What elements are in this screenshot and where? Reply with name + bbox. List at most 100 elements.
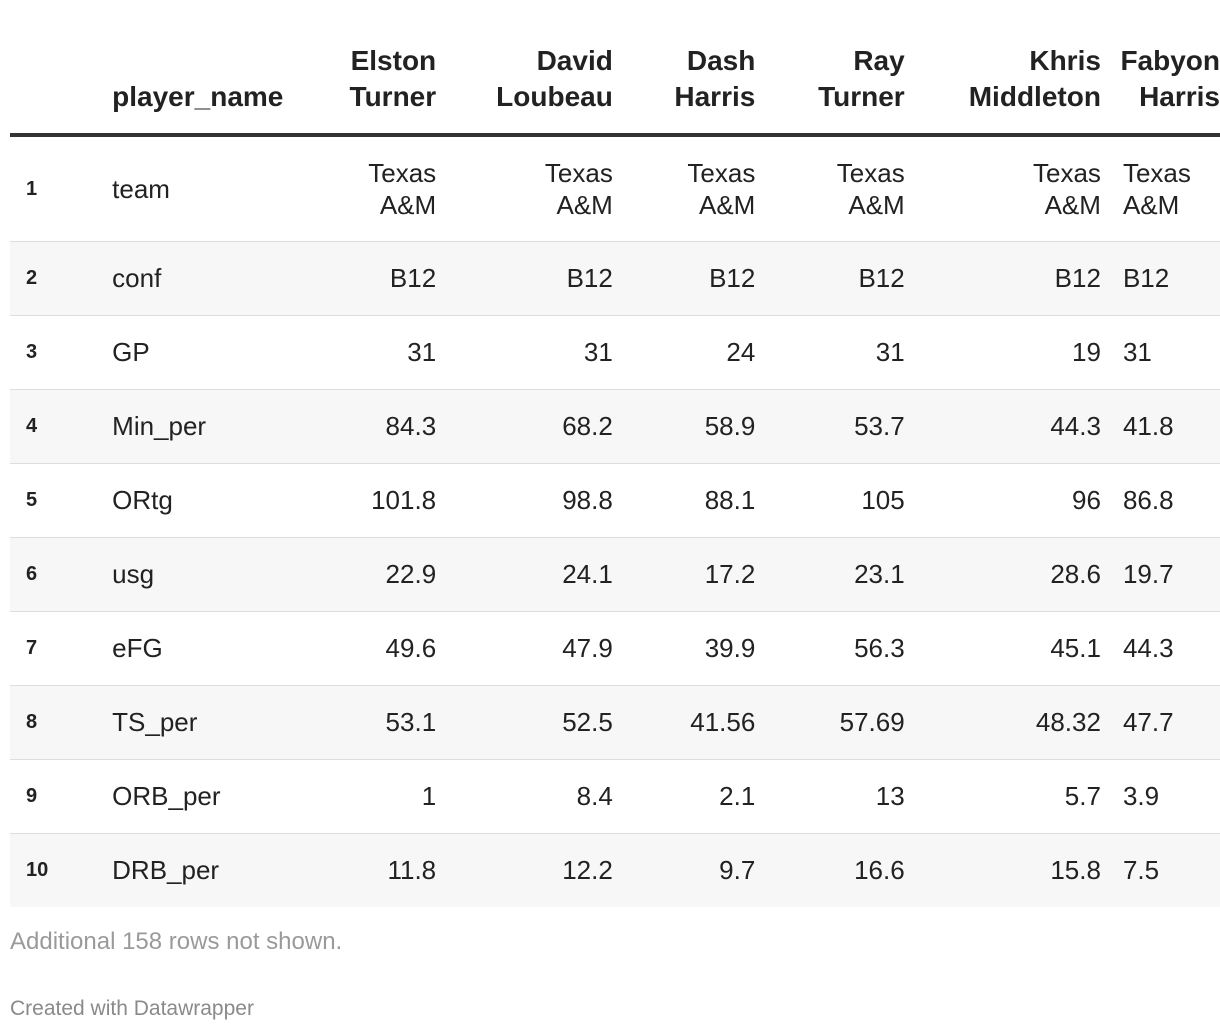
table-cell: 68.2 — [436, 389, 613, 464]
stat-name-cell: team — [75, 135, 290, 242]
table-cell: 1 — [289, 759, 437, 834]
table-cell: 3.9 — [1100, 759, 1220, 834]
row-index: 1 — [10, 135, 76, 242]
cell-value: 5.7 — [1064, 781, 1101, 811]
table-cell: 8.4 — [436, 759, 613, 834]
column-header: Fabyon Harris — [1100, 0, 1220, 137]
cell-value: B12 — [389, 263, 437, 293]
table-row: 5 ORtg 101.8 98.8 88.1 105 96 86.8 — [10, 463, 1220, 538]
cell-value: Texas A&M — [1033, 157, 1101, 220]
cell-value: 19.7 — [1122, 559, 1174, 589]
column-header-line: Harris — [674, 81, 756, 112]
data-table: player_name Elston Turner David Loubeau Dash H… — [10, 0, 1220, 907]
table-row: 9 ORB_per 1 8.4 2.1 13 5.7 3.9 — [10, 759, 1220, 834]
table-cell: 45.1 — [904, 611, 1101, 686]
cell-value: 11.8 — [387, 855, 437, 886]
data-table-container: player_name Elston Turner David Loubeau Dash H… — [10, 0, 1220, 907]
cell-value: 44.3 — [1050, 411, 1101, 441]
table-cell: 49.6 — [289, 611, 437, 686]
stat-name-cell: DRB_per — [75, 833, 290, 907]
table-cell: 86.8 — [1100, 463, 1220, 538]
row-index: 10 — [10, 833, 76, 907]
column-header: David Loubeau — [436, 0, 613, 137]
cell-value: 88.1 — [704, 485, 756, 515]
table-cell: 53.7 — [755, 389, 905, 464]
cell-value: 24 — [726, 337, 756, 367]
table-cell: 56.3 — [755, 611, 905, 686]
stat-name-cell: Min_per — [75, 389, 290, 464]
cell-value: 16.6 — [854, 855, 905, 886]
cell-value: Texas A&M — [836, 157, 905, 220]
table-cell: 105 — [755, 463, 905, 538]
cell-value: 49.6 — [385, 633, 437, 663]
table-cell: B12 — [289, 241, 437, 316]
table-row: 10 DRB_per 11.8 12.2 9.7 16.6 15.8 7.5 — [10, 833, 1220, 907]
table-cell: 9.7 — [612, 833, 756, 907]
cell-value: Texas A&M — [544, 157, 613, 220]
cell-value: 2.1 — [719, 781, 756, 811]
cell-value: 56.3 — [854, 633, 905, 663]
table-cell: 5.7 — [904, 759, 1101, 834]
cell-value: 22.9 — [385, 559, 437, 589]
table-cell: 19.7 — [1100, 537, 1220, 612]
cell-value: 96 — [1072, 485, 1101, 515]
table-cell: 39.9 — [612, 611, 756, 686]
cell-value: 84.3 — [385, 411, 437, 441]
table-cell: 23.1 — [755, 537, 905, 612]
cell-value: 41.8 — [1122, 411, 1174, 441]
table-row: 2 conf B12 B12 B12 B12 B12 B12 — [10, 241, 1220, 316]
cell-value: 52.5 — [562, 707, 613, 737]
index-header — [10, 0, 76, 137]
cell-value: 68.2 — [562, 411, 613, 441]
stat-name-cell: TS_per — [75, 685, 290, 760]
cell-value: B12 — [566, 263, 613, 293]
cell-value: 53.7 — [854, 411, 905, 441]
row-index: 5 — [10, 463, 76, 538]
table-cell: Texas A&M — [436, 135, 613, 242]
table-cell: 31 — [1100, 315, 1220, 390]
cell-value: 105 — [861, 485, 905, 515]
table-body: 1 team Texas A&M Texas A&M Texas A&M Texas A&… — [10, 135, 1220, 907]
table-cell: 24 — [612, 315, 756, 390]
cell-value: Texas A&M — [687, 157, 756, 220]
table-cell: 11.8 — [289, 833, 437, 907]
cell-value: 15.8 — [1050, 855, 1101, 886]
header-row: player_name Elston Turner David Loubeau Dash H… — [10, 0, 1220, 137]
table-cell: 7.5 — [1100, 833, 1220, 907]
cell-value: 8.4 — [576, 781, 613, 811]
credit-link[interactable]: Created with Datawrapper — [10, 997, 254, 1020]
table-cell: 19 — [904, 315, 1101, 390]
column-header-line: Harris — [1139, 81, 1220, 112]
cell-value: 47.7 — [1122, 707, 1174, 737]
table-row: 7 eFG 49.6 47.9 39.9 56.3 45.1 44.3 — [10, 611, 1220, 686]
table-cell: 98.8 — [436, 463, 613, 538]
cell-value: 48.32 — [1035, 707, 1101, 737]
table-cell: 16.6 — [755, 833, 905, 907]
table-cell: 57.69 — [755, 685, 905, 760]
column-header-line: David — [536, 45, 613, 76]
cell-value: 24.1 — [562, 559, 613, 589]
table-cell: 84.3 — [289, 389, 437, 464]
cell-value: 17.2 — [704, 559, 756, 589]
table-cell: Texas A&M — [1100, 135, 1220, 242]
cell-value: 41.56 — [690, 707, 756, 737]
column-header-line: Turner — [349, 81, 437, 112]
cell-value: 1 — [421, 781, 437, 811]
stat-name-cell: GP — [75, 315, 290, 390]
cell-value: 31 — [583, 337, 613, 367]
cell-value: 7.5 — [1122, 855, 1160, 886]
cell-value: 53.1 — [385, 707, 437, 737]
column-header-line: player_name — [112, 81, 284, 112]
stat-name-cell: conf — [75, 241, 290, 316]
table-cell: B12 — [436, 241, 613, 316]
table-cell: 47.9 — [436, 611, 613, 686]
cell-value: 13 — [875, 781, 905, 811]
table-cell: 2.1 — [612, 759, 756, 834]
row-index: 4 — [10, 389, 76, 464]
column-header-line: Khris — [1029, 45, 1101, 76]
table-cell: B12 — [904, 241, 1101, 316]
cell-value: 44.3 — [1122, 633, 1174, 663]
stat-name-cell: ORtg — [75, 463, 290, 538]
table-cell: B12 — [755, 241, 905, 316]
cell-value: 86.8 — [1122, 485, 1174, 515]
